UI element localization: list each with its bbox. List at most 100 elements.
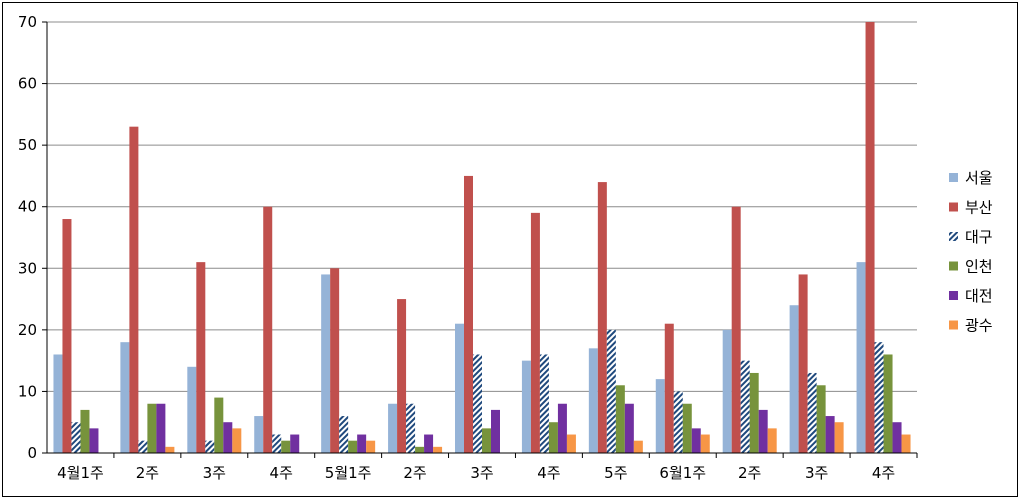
x-tick-label: 5월1주: [325, 464, 372, 482]
bar-4-3: [214, 397, 224, 453]
bar-4-4: [281, 440, 291, 453]
y-tick-label: 10: [18, 382, 37, 400]
bar-2-3: [196, 262, 206, 453]
bar-3-8: [539, 354, 549, 453]
bar-2-8: [530, 212, 540, 453]
bar-4-5: [348, 440, 358, 453]
bar-2-1: [62, 219, 72, 453]
bar-2-9: [597, 182, 607, 454]
bar-3-9: [606, 329, 616, 453]
bar-3-2: [138, 440, 148, 453]
bar-5-4: [290, 434, 300, 453]
gridlines: [47, 21, 917, 392]
x-tick-label: 3주: [470, 464, 493, 482]
bar-2-7: [464, 175, 473, 453]
bar-6-2: [165, 446, 175, 453]
legend-label: 부산: [965, 199, 993, 217]
bar-1-11: [722, 329, 732, 453]
bar-1-13: [856, 262, 866, 453]
x-tick-label: 2주: [738, 464, 761, 482]
bar-5-3: [223, 422, 233, 453]
bar-4-7: [482, 428, 491, 453]
bar-1-12: [789, 305, 799, 453]
legend-swatch: [949, 232, 958, 241]
bar-2-13: [865, 22, 875, 453]
bar-3-7: [473, 354, 482, 453]
bar-1-10: [655, 379, 665, 453]
legend-label: 대전: [965, 287, 993, 305]
bar-5-11: [758, 409, 768, 453]
legend-label: 광수: [965, 317, 993, 335]
bar-6-8: [566, 434, 576, 453]
x-tick-label: 4월1주: [57, 464, 104, 482]
bar-1-3: [187, 366, 197, 453]
bar-4-1: [80, 409, 90, 453]
bars: [53, 22, 911, 454]
bar-5-12: [825, 416, 835, 453]
legend-swatch: [949, 320, 958, 330]
bar-4-6: [415, 446, 425, 453]
bar-4-2: [147, 403, 157, 453]
bar-5-1: [89, 428, 99, 453]
bar-6-6: [433, 446, 443, 453]
legend-label: 대구: [965, 228, 993, 246]
y-tick-label: 0: [27, 444, 37, 462]
x-tick-label: 3주: [203, 464, 226, 482]
bar-4-11: [749, 372, 759, 453]
bar-3-5: [339, 416, 349, 453]
bar-4-10: [682, 403, 692, 453]
y-tick-label: 20: [18, 321, 37, 339]
bar-2-4: [263, 206, 273, 453]
bar-3-13: [874, 342, 884, 453]
y-tick-label: 40: [18, 198, 37, 216]
bar-1-1: [53, 354, 63, 453]
legend-swatch: [949, 291, 958, 300]
bar-2-10: [664, 323, 674, 453]
y-tick-label: 50: [18, 136, 37, 154]
bar-6-11: [767, 428, 777, 453]
bar-5-13: [892, 422, 902, 453]
y-tick-label: 30: [18, 259, 37, 277]
x-tick-label: 2주: [403, 464, 426, 482]
legend-swatch: [949, 173, 958, 182]
bar-1-4: [254, 416, 264, 453]
bar-1-8: [521, 360, 531, 453]
legend-swatch: [949, 202, 958, 212]
bar-1-2: [120, 342, 130, 453]
bar-1-7: [455, 323, 464, 453]
bar-5-8: [557, 403, 567, 453]
chart-frame: [2, 2, 1018, 497]
x-tick-label: 5주: [604, 464, 627, 482]
bar-1-9: [588, 348, 598, 453]
bar-4-12: [816, 385, 826, 453]
x-tick-label: 2주: [136, 464, 159, 482]
legend-swatch: [949, 261, 958, 271]
bar-3-12: [807, 372, 817, 453]
bar-3-3: [205, 440, 215, 453]
y-tick-label: 70: [18, 13, 37, 31]
bar-1-6: [388, 403, 398, 453]
x-tick-label: 3주: [805, 464, 828, 482]
bar-6-13: [901, 434, 911, 453]
bar-4-13: [883, 354, 893, 453]
bar-2-2: [129, 126, 139, 454]
x-tick-label: 4주: [872, 464, 895, 482]
bar-6-9: [633, 440, 643, 453]
bar-2-12: [798, 274, 808, 453]
bar-5-6: [424, 434, 434, 453]
bar-6-12: [834, 422, 844, 453]
x-tick-label: 4주: [537, 464, 560, 482]
y-tick-label: 60: [18, 75, 37, 93]
legend-label: 서울: [965, 169, 993, 187]
bar-3-10: [673, 391, 683, 453]
bar-5-10: [691, 428, 701, 453]
bar-4-8: [548, 422, 558, 453]
bar-5-2: [156, 403, 166, 453]
bar-1-5: [321, 274, 331, 453]
bar-6-5: [366, 440, 376, 453]
bar-4-9: [615, 385, 625, 453]
bar-3-4: [272, 434, 282, 453]
bar-2-6: [397, 299, 407, 453]
bar-6-3: [232, 428, 242, 453]
